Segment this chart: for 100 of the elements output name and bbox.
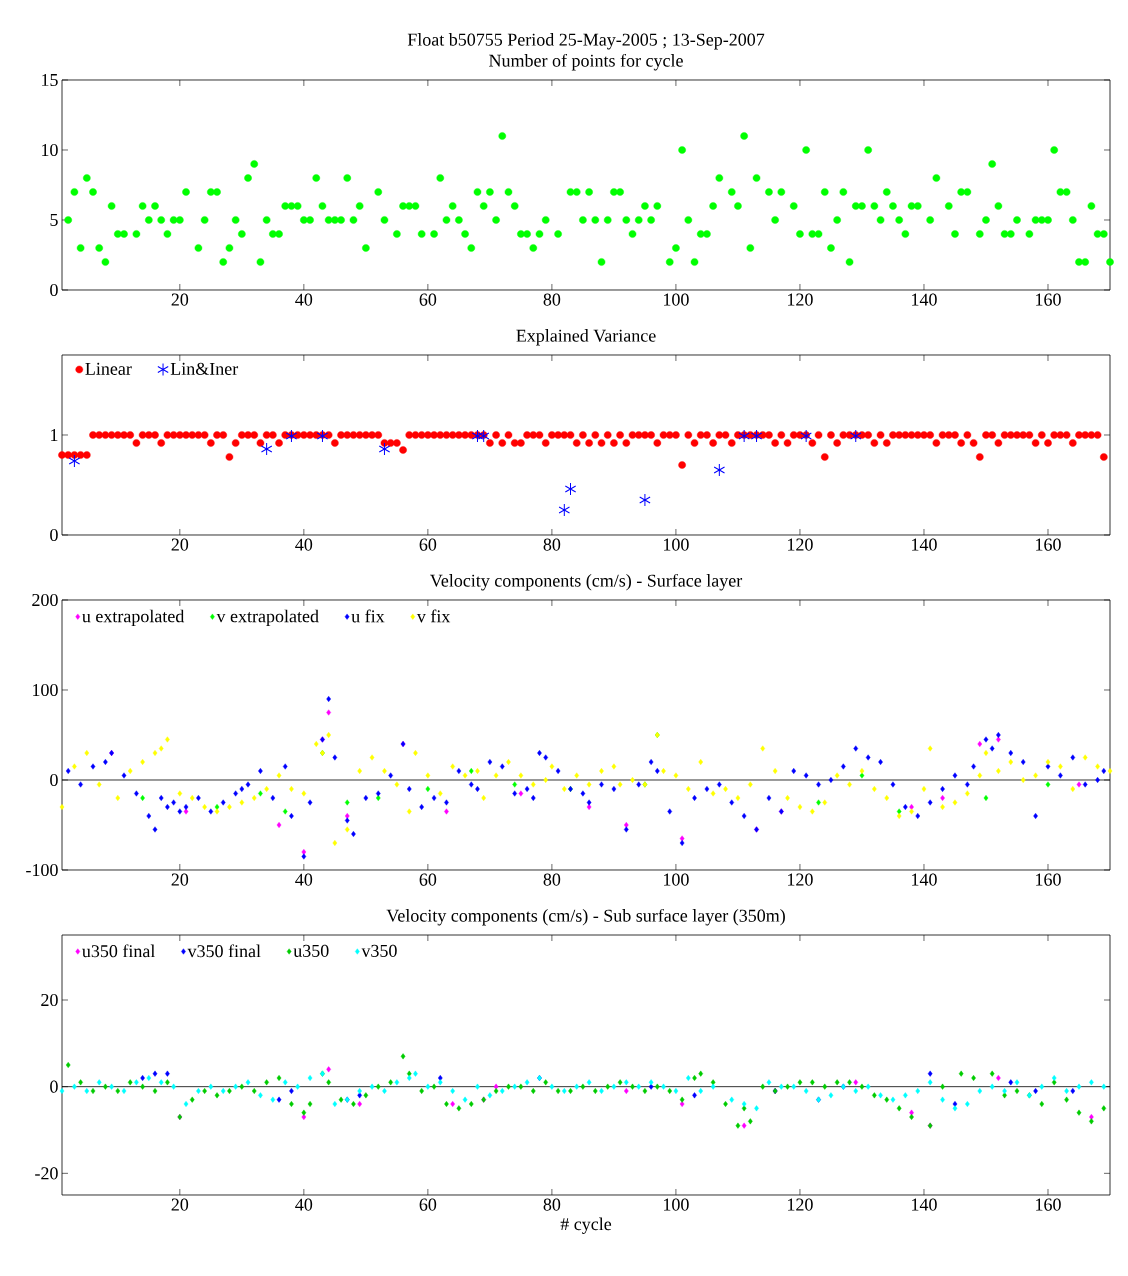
y-tick-label: 100 — [33, 683, 58, 697]
x-tick-label: 40 — [295, 873, 313, 886]
point — [1008, 1079, 1014, 1086]
point — [564, 482, 577, 496]
point — [518, 790, 524, 797]
x-tick-label: 120 — [788, 1198, 813, 1211]
y-tick-label: 200 — [32, 593, 58, 607]
x-tick-label: 140 — [912, 1198, 937, 1211]
x-axis-title: # cycle — [560, 1217, 612, 1234]
point — [853, 1079, 859, 1086]
x-tick-label: 80 — [543, 538, 561, 551]
x-tick-label: 20 — [171, 538, 189, 551]
y-tick-label: -100 — [26, 863, 58, 877]
x-tick-label: 20 — [171, 873, 189, 886]
y-tick-label: 0 — [50, 773, 58, 787]
legend-label: Linear — [85, 362, 132, 375]
x-tick-label: 100 — [664, 293, 689, 306]
point — [624, 1088, 629, 1094]
x-tick-label: 120 — [788, 538, 813, 551]
x-tick-label: 160 — [1036, 873, 1061, 886]
point — [344, 799, 350, 806]
point — [258, 790, 263, 797]
point — [1070, 1088, 1076, 1094]
chart-subtitle: Number of points for cycle — [489, 53, 683, 71]
x-tick-label: 60 — [419, 1198, 437, 1211]
x-tick-label: 80 — [543, 873, 561, 886]
x-tick-label: 160 — [1036, 538, 1061, 551]
x-tick-label: 20 — [171, 293, 189, 306]
x-tick-label: 100 — [664, 1198, 689, 1211]
point — [425, 785, 431, 792]
legend-label: u350 — [293, 944, 329, 957]
point — [713, 463, 726, 477]
point — [165, 1070, 170, 1077]
x-tick-label: 120 — [788, 873, 813, 886]
y-tick-label: 1 — [51, 429, 58, 441]
point — [1033, 1088, 1038, 1094]
point — [996, 1075, 1001, 1081]
x-tick-label: 60 — [419, 538, 437, 551]
x-tick-label: 40 — [295, 538, 313, 551]
x-tick-label: 20 — [171, 1198, 189, 1211]
point — [152, 1070, 158, 1077]
x-tick-label: 80 — [543, 1198, 561, 1211]
legend-label: v extrapolated — [216, 609, 319, 626]
x-tick-label: 80 — [543, 293, 561, 306]
x-tick-label: 140 — [912, 538, 937, 551]
point — [741, 1122, 747, 1129]
point — [927, 1070, 933, 1077]
point — [940, 794, 945, 801]
point — [140, 794, 145, 801]
legend-label: u350 final — [82, 944, 156, 958]
legend-label: v fix — [416, 609, 451, 623]
chart-title: Float b50755 Period 25-May-2005 ; 13-Sep-2007 — [407, 33, 765, 50]
point — [357, 1101, 362, 1107]
point — [1076, 781, 1082, 788]
point — [276, 821, 282, 828]
point — [289, 1088, 294, 1094]
point — [692, 1092, 697, 1099]
chart-title: Velocity components (cm/s) - Sub surface layer (350m) — [386, 908, 785, 926]
y-tick-label: -20 — [35, 1167, 58, 1180]
point — [512, 781, 517, 788]
y-tick-label: 15 — [42, 73, 58, 87]
point — [983, 794, 989, 801]
x-tick-label: 40 — [295, 1198, 313, 1211]
x-tick-label: 120 — [788, 293, 813, 306]
point — [140, 1075, 145, 1081]
point — [468, 767, 474, 774]
x-tick-label: 100 — [664, 873, 689, 886]
point — [276, 1096, 282, 1103]
chart-title: Velocity components (cm/s) - Surface layer — [430, 573, 743, 591]
point — [326, 709, 331, 716]
y-tick-label: 0 — [50, 283, 58, 297]
x-tick-label: 100 — [664, 538, 689, 551]
point — [816, 799, 821, 806]
y-tick-label: 0 — [50, 528, 58, 542]
legend-label: u fix — [351, 609, 385, 623]
x-tick-label: 60 — [419, 293, 437, 306]
legend-label: Lin&Iner — [170, 362, 239, 375]
y-tick-label: 20 — [41, 993, 58, 1007]
x-tick-label: 160 — [1036, 293, 1061, 306]
chart-title: Explained Variance — [516, 329, 656, 346]
point — [450, 1101, 455, 1107]
y-tick-label: 0 — [50, 1080, 58, 1093]
point — [977, 740, 983, 747]
point — [444, 808, 449, 815]
point — [326, 1066, 331, 1073]
legend-label: v350 — [361, 944, 397, 957]
x-tick-label: 160 — [1036, 1198, 1061, 1211]
point — [558, 503, 570, 517]
point — [282, 808, 288, 815]
y-tick-label: 10 — [42, 143, 58, 157]
point — [1045, 781, 1051, 788]
x-tick-label: 40 — [295, 293, 313, 306]
point — [859, 772, 865, 779]
point — [183, 808, 189, 815]
point — [896, 808, 902, 815]
x-tick-label: 60 — [419, 873, 437, 886]
x-tick-label: 140 — [912, 293, 937, 306]
x-tick-label: 140 — [912, 873, 937, 886]
point — [260, 442, 273, 456]
legend-label: u extrapolated — [82, 609, 185, 626]
